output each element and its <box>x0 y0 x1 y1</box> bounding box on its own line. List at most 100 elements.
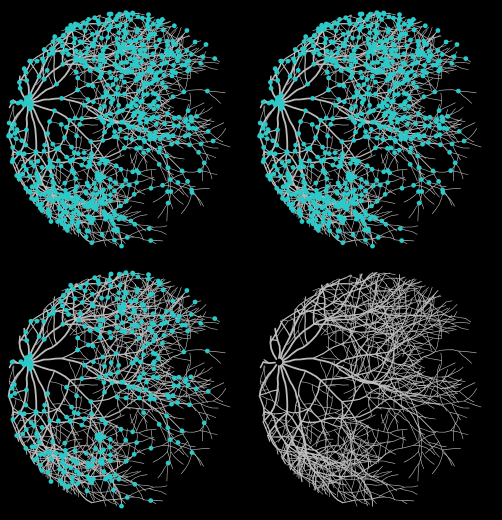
vessel-segment <box>59 165 62 185</box>
vessel-segment <box>314 286 324 296</box>
vessel-segment <box>212 400 231 408</box>
graph-node <box>378 56 384 62</box>
vessel-segment <box>188 388 205 399</box>
graph-node <box>312 210 317 215</box>
graph-node <box>122 145 127 151</box>
graph-node <box>319 22 325 28</box>
vessel-segment <box>377 85 384 104</box>
vessel-segment <box>170 439 192 451</box>
vessel-segment <box>93 84 100 103</box>
graph-node <box>152 31 158 37</box>
vessel-segment <box>77 395 82 414</box>
graph-node <box>103 216 108 222</box>
vessel-segment <box>47 428 62 442</box>
graph-node <box>93 186 98 191</box>
vessel-segment <box>166 462 169 482</box>
graph-node <box>322 198 328 204</box>
vessel-segment <box>90 391 106 420</box>
graph-node <box>422 53 428 58</box>
graph-node <box>87 68 93 73</box>
graph-node <box>17 85 23 91</box>
vessel-segment <box>300 121 318 128</box>
graph-node <box>89 220 95 225</box>
graph-node <box>135 323 141 329</box>
vessel-segment <box>125 24 136 41</box>
graph-node <box>68 282 74 288</box>
vessel-segment <box>171 335 190 340</box>
graph-node <box>58 192 64 198</box>
vessel-segment <box>76 71 78 91</box>
vessel-segment <box>287 70 299 85</box>
graph-node <box>108 283 114 289</box>
graph-node <box>24 78 30 83</box>
graph-node <box>315 154 320 160</box>
graph-node <box>318 117 324 123</box>
graph-node <box>75 411 81 416</box>
vessel-segment <box>129 444 145 455</box>
graph-node <box>98 106 103 112</box>
graph-node <box>136 335 142 341</box>
vessel-segment <box>117 490 135 498</box>
graph-node <box>152 136 157 142</box>
vessel-segment <box>423 322 440 332</box>
graph-node <box>126 125 132 130</box>
graph-node <box>131 451 137 457</box>
graph-node <box>297 189 303 195</box>
vessel-segment <box>77 65 92 79</box>
vessel-segment <box>134 224 144 241</box>
vessel-segment <box>71 406 90 411</box>
graph-node <box>110 97 116 102</box>
graph-node <box>69 168 75 173</box>
vessel-segment <box>177 385 185 403</box>
vessel-segment <box>125 460 145 464</box>
vessel-segment <box>152 191 168 203</box>
vessel-segment <box>113 223 132 226</box>
graph-node <box>76 219 81 225</box>
graph-node <box>46 189 52 195</box>
graph-node <box>103 161 108 166</box>
graph-node <box>68 22 74 28</box>
graph-node <box>151 61 157 67</box>
vessel-segment <box>396 76 399 95</box>
graph-node <box>295 67 301 73</box>
graph-node <box>136 88 142 94</box>
graph-node <box>325 133 330 139</box>
vessel-segment <box>113 386 130 398</box>
graph-node <box>385 180 390 186</box>
vessel-segment <box>449 152 468 158</box>
vessel-segment <box>149 228 167 235</box>
graph-node <box>175 140 181 146</box>
vessel-segment <box>146 381 161 394</box>
vessel-segment <box>65 58 77 73</box>
graph-node <box>169 401 174 407</box>
vessel-segment <box>159 285 171 301</box>
graph-node <box>411 182 416 188</box>
graph-node <box>407 95 412 101</box>
vessel-segment <box>89 475 108 478</box>
graph-node <box>353 129 358 135</box>
vessel-segment <box>177 182 196 188</box>
graph-node <box>79 376 85 382</box>
graph-node <box>53 450 59 456</box>
vessel-segment <box>49 381 67 388</box>
graph-node <box>63 47 69 53</box>
graph-node <box>309 122 315 127</box>
graph-node <box>108 11 114 17</box>
graph-node <box>284 150 290 156</box>
graph-node <box>35 158 41 164</box>
vessel-segment <box>137 363 154 372</box>
graph-node <box>196 149 202 155</box>
graph-node <box>97 171 102 177</box>
vessel-segment <box>103 471 122 477</box>
graph-node <box>75 347 80 353</box>
graph-node <box>90 191 96 197</box>
vessel-segment <box>133 185 163 195</box>
graph-node <box>141 84 147 90</box>
graph-node <box>437 125 443 131</box>
graph-node <box>135 14 141 20</box>
graph-node <box>153 43 159 49</box>
vessel-segment <box>147 38 151 57</box>
vessel-segment <box>66 454 84 462</box>
graph-node <box>306 158 312 164</box>
graph-node <box>377 182 383 188</box>
